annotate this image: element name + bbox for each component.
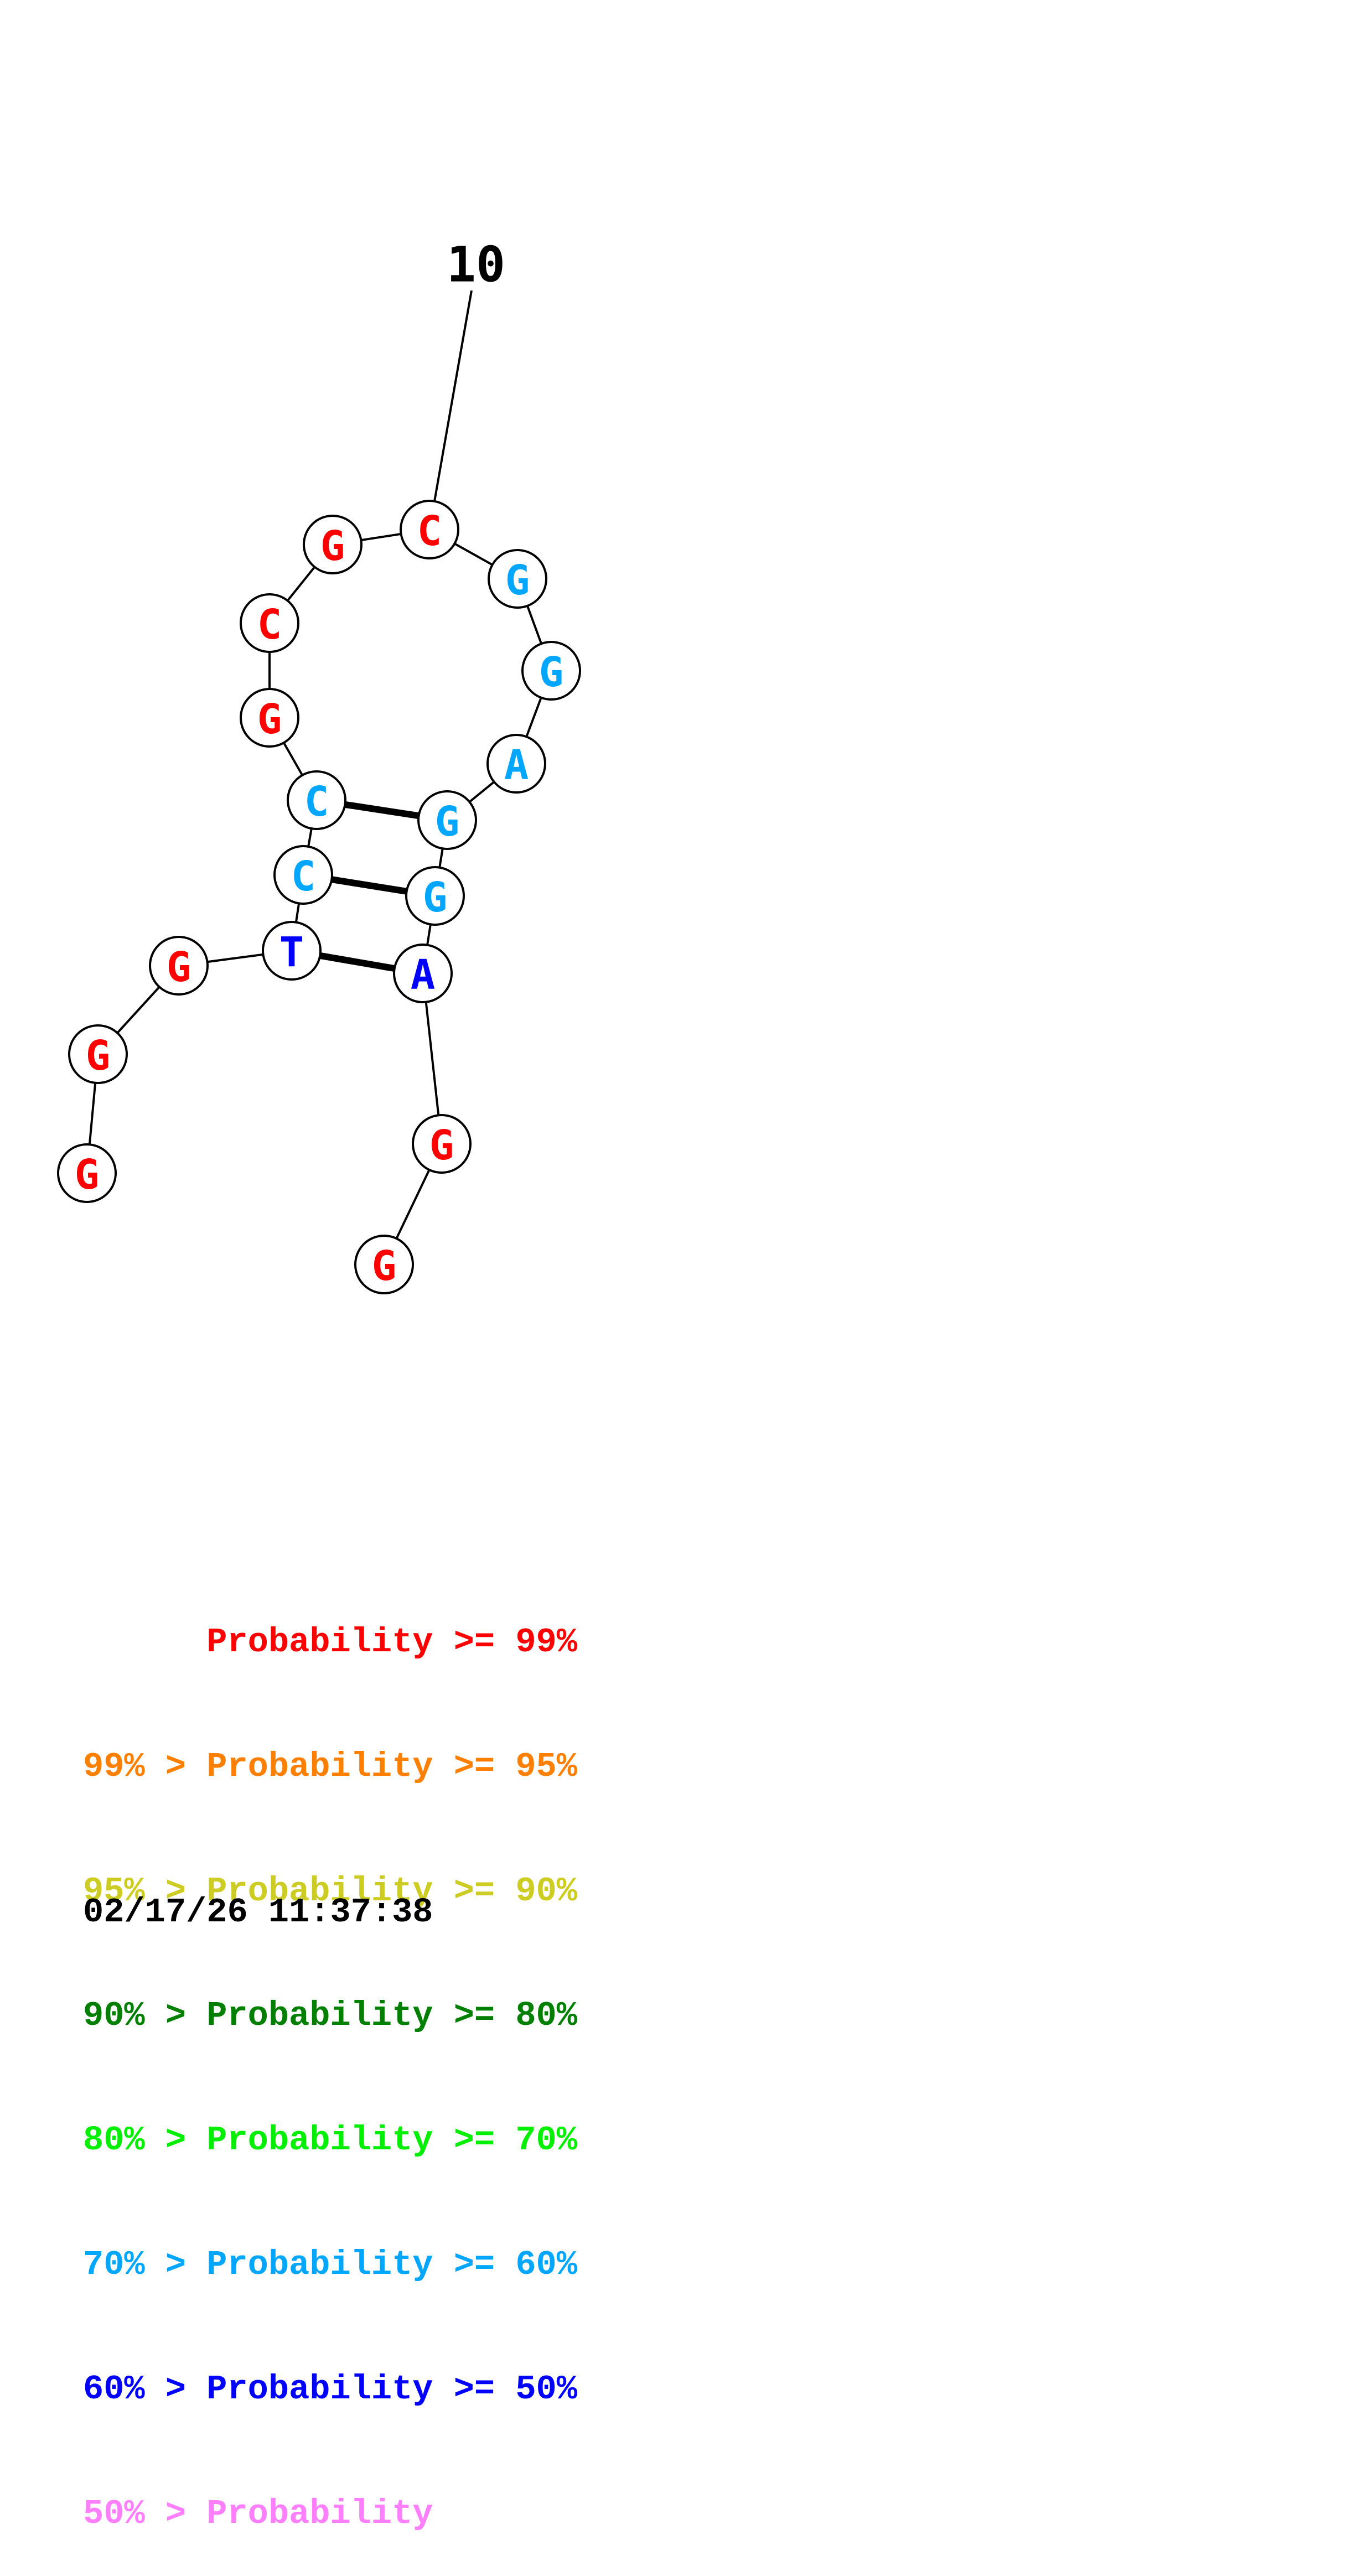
nucleotide-circle <box>354 1235 414 1294</box>
nucleotide-base: G <box>86 1032 111 1080</box>
nucleotide-base: G <box>539 649 564 696</box>
nucleotide-node: A <box>486 734 546 794</box>
nucleotide-node: G <box>488 549 547 609</box>
nucleotide-circle <box>417 790 477 850</box>
nucleotide-node: C <box>400 500 459 559</box>
nucleotide-base: C <box>257 601 282 649</box>
nucleotide-circle <box>68 1024 128 1084</box>
legend-item: 50% > Probability <box>83 2494 433 2533</box>
nucleotide-base: G <box>429 1122 454 1169</box>
nucleotide-circle <box>149 936 209 996</box>
nucleotide-node: C <box>240 593 299 653</box>
nucleotide-circle <box>262 921 322 981</box>
nucleotide-node: G <box>405 866 465 926</box>
nucleotide-base: G <box>372 1242 397 1290</box>
nucleotide-base: G <box>423 874 448 921</box>
position-tick-line <box>428 290 473 530</box>
nucleotide-circle <box>486 734 546 794</box>
nucleotide-base: C <box>291 853 316 900</box>
nucleotide-circle <box>273 845 333 905</box>
nucleotide-base: G <box>75 1151 100 1199</box>
nucleotide-circle <box>240 688 299 748</box>
nucleotide-node: G <box>68 1024 128 1084</box>
position-label: 10 <box>447 236 505 293</box>
nucleotide-circle <box>400 500 459 559</box>
timestamp: 02/17/26 11:37:38 <box>83 1893 433 1932</box>
nucleotide-base: A <box>504 742 529 789</box>
nucleotide-node: G <box>354 1235 414 1294</box>
legend-item: 80% > Probability >= 70% <box>83 2121 577 2160</box>
nucleotide-circle <box>393 944 453 1003</box>
nucleotide-node: A <box>393 944 453 1003</box>
nucleotide-node: G <box>303 515 363 574</box>
nucleotide-node: G <box>417 790 477 850</box>
probability-legend: Probability >= 99% 99% > Probability >= … <box>83 1538 577 2576</box>
nucleotide-circle <box>303 515 363 574</box>
nucleotide-circle <box>412 1114 472 1174</box>
nucleotide-node: G <box>149 936 209 996</box>
nucleotide-base: G <box>167 944 191 991</box>
legend-item: 60% > Probability >= 50% <box>83 2370 577 2409</box>
legend-item: 90% > Probability >= 80% <box>83 1996 577 2035</box>
nucleotide-node: C <box>287 770 346 830</box>
nucleotide-base: G <box>435 798 460 846</box>
nucleotide-base: T <box>279 929 304 976</box>
nucleotide-circle <box>240 593 299 653</box>
nucleotide-circle <box>521 641 581 701</box>
nucleotide-base: C <box>304 778 329 826</box>
nucleotide-node: C <box>273 845 333 905</box>
position-tick: 10 <box>428 236 505 530</box>
nucleotide-circle <box>57 1143 117 1203</box>
nucleotide-base: G <box>320 522 345 570</box>
nucleotide-node: G <box>521 641 581 701</box>
legend-item: Probability >= 99% <box>83 1623 577 1662</box>
legend-item: 95% > Probability >= 90% <box>83 1872 577 1911</box>
nucleotide-circle <box>405 866 465 926</box>
nucleotide-node: T <box>262 921 322 981</box>
nucleotide-node: G <box>412 1114 472 1174</box>
legend-item: 70% > Probability >= 60% <box>83 2245 577 2284</box>
legend-item: 99% > Probability >= 95% <box>83 1747 577 1786</box>
nucleotide-base: A <box>411 951 436 999</box>
nucleotide-base: G <box>257 696 282 743</box>
nucleotide-node: G <box>240 688 299 748</box>
nucleotide-base: G <box>505 557 530 604</box>
nucleotide-node: G <box>57 1143 117 1203</box>
nucleotide-circle <box>287 770 346 830</box>
nucleotide-circle <box>488 549 547 609</box>
nucleotide-base: C <box>417 507 442 555</box>
